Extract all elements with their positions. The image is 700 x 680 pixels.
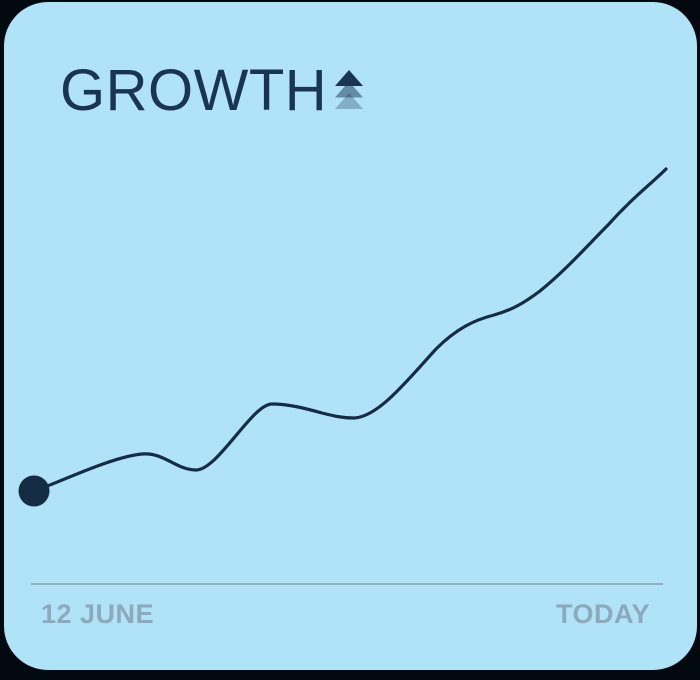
date-end-label: TODAY: [555, 599, 650, 629]
up-arrow-bottom: [335, 93, 363, 109]
date-start-label: 12 JUNE: [41, 599, 155, 629]
growth-line-chart: [18, 167, 668, 507]
triple-up-arrows-icon: [335, 70, 363, 109]
up-arrow-top: [335, 70, 363, 86]
footer-divider: [31, 583, 663, 585]
line-start-dot: [18, 475, 50, 507]
growth-line-path: [32, 167, 668, 493]
growth-card: GROWTH 12 JUNE TODAY: [4, 2, 697, 670]
up-arrow-middle: [335, 81, 363, 98]
card-title: GROWTH: [60, 58, 328, 123]
